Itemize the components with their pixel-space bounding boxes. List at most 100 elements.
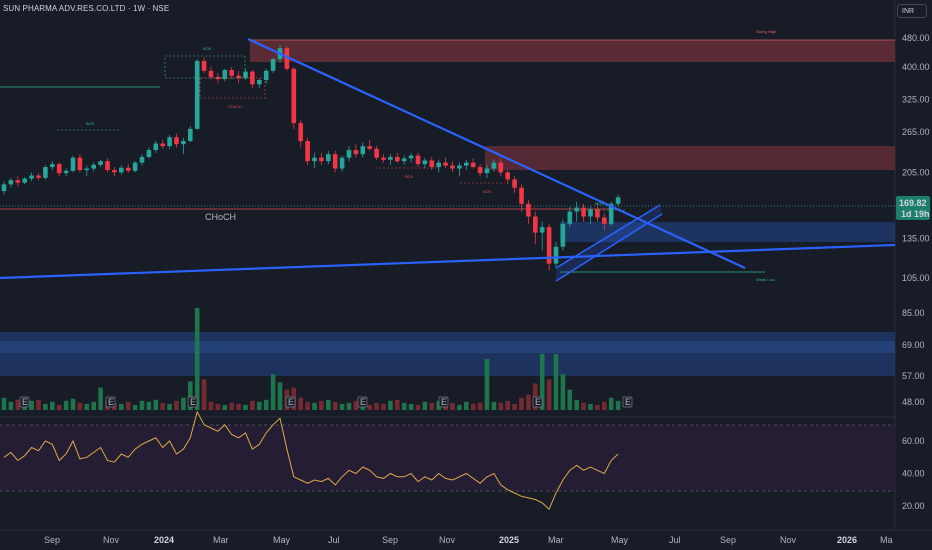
demand-zone xyxy=(560,222,895,242)
candle-body xyxy=(319,157,324,162)
channel-fill xyxy=(556,205,662,281)
channel-line-lower xyxy=(555,204,661,269)
candle-body xyxy=(139,156,145,163)
rsi-band-background xyxy=(0,425,895,491)
volume-bar xyxy=(160,402,165,410)
candle-body xyxy=(188,128,193,142)
candle-body xyxy=(84,168,90,171)
volume-bar xyxy=(546,379,552,410)
volume-bar xyxy=(512,403,517,410)
volume-bar xyxy=(63,400,69,410)
choch-small-label: CHoCH xyxy=(228,104,242,109)
candle-body xyxy=(153,143,159,151)
time-tick-label: Mar xyxy=(213,535,229,545)
earnings-marker-label: E xyxy=(108,397,114,407)
candle-body xyxy=(346,150,352,158)
candle-body xyxy=(146,150,152,157)
price-tick-label: 480.00 xyxy=(902,33,930,43)
time-tick-label: Nov xyxy=(103,535,120,545)
volume-bar xyxy=(277,382,283,410)
candle-body xyxy=(395,156,400,162)
volume-bar xyxy=(201,379,207,410)
volume-bar xyxy=(429,402,435,410)
volume-bar xyxy=(305,401,310,410)
candle-body xyxy=(98,161,103,165)
currency-button[interactable]: INR xyxy=(897,4,927,18)
candle-body xyxy=(526,203,531,217)
candle-body xyxy=(15,180,21,183)
volume-bar xyxy=(36,399,41,410)
candle-body xyxy=(326,154,331,162)
volume-bar xyxy=(56,404,62,410)
volume-bar xyxy=(567,389,573,410)
candle-body xyxy=(56,164,62,174)
candle-body xyxy=(222,69,228,80)
candle-body xyxy=(263,70,269,80)
volume-bar xyxy=(415,404,421,410)
volume-bar xyxy=(50,401,55,410)
candle-body xyxy=(270,59,276,71)
candle-body xyxy=(615,197,621,204)
price-tick-label: 57.00 xyxy=(902,371,925,381)
candle-body xyxy=(574,207,579,212)
volume-bar xyxy=(602,401,607,410)
rsi-tick-label: 60.00 xyxy=(902,436,925,446)
candle-body xyxy=(588,209,593,217)
rsi-line xyxy=(3,410,619,511)
volume-bar xyxy=(1,397,7,410)
earnings-marker-label: E xyxy=(625,397,631,407)
candle-body xyxy=(602,217,607,224)
bos-label-5: BOS xyxy=(595,201,604,206)
price-tick-label: 325.00 xyxy=(902,95,930,105)
volume-zone xyxy=(0,332,895,376)
last-price-value: 169.82 xyxy=(899,198,927,208)
candle-body xyxy=(29,175,34,179)
candle-body xyxy=(291,68,297,124)
candle-body xyxy=(8,180,14,185)
volume-bar xyxy=(553,353,559,410)
volume-bar xyxy=(125,401,131,410)
earnings-marker-box xyxy=(187,396,198,408)
candle-body xyxy=(470,162,476,168)
candle-body xyxy=(581,207,586,217)
bos-label-2: BOS xyxy=(405,174,414,179)
earnings-marker-box xyxy=(105,396,116,408)
candle-body xyxy=(160,143,165,147)
time-tick-label: 2025 xyxy=(499,535,519,545)
candle-body xyxy=(236,75,241,79)
volume-bar xyxy=(505,400,510,410)
volume-bar xyxy=(153,399,159,410)
volume-bar xyxy=(146,401,152,410)
volume-bar xyxy=(174,400,179,410)
candle-body xyxy=(401,158,407,162)
time-tick-label: Jul xyxy=(328,535,340,545)
candle-body xyxy=(208,70,214,77)
earnings-marker-box xyxy=(532,396,543,408)
candle-body xyxy=(422,160,428,165)
candle-body xyxy=(243,71,248,79)
volume-bar xyxy=(353,400,359,410)
candle-body xyxy=(477,167,483,174)
candle-body xyxy=(91,164,96,169)
earnings-marker-label: E xyxy=(535,397,541,407)
earnings-marker-box xyxy=(19,396,30,408)
volume-bar xyxy=(229,402,234,410)
volume-bar xyxy=(498,402,504,410)
volume-bar xyxy=(470,403,476,410)
volume-bar xyxy=(319,400,324,410)
volume-bar xyxy=(29,400,34,410)
downtrend-line xyxy=(247,38,746,269)
choch-label: CHoCH xyxy=(205,212,236,222)
candle-body xyxy=(43,167,48,178)
candle-body xyxy=(443,162,448,166)
volume-bar xyxy=(464,401,469,410)
volume-bar xyxy=(250,400,255,410)
candle-body xyxy=(63,170,69,174)
volume-bar xyxy=(312,402,317,410)
volume-bar xyxy=(91,401,96,410)
volume-bar xyxy=(560,374,566,410)
volume-bar xyxy=(408,403,414,410)
volume-bar xyxy=(270,374,276,410)
